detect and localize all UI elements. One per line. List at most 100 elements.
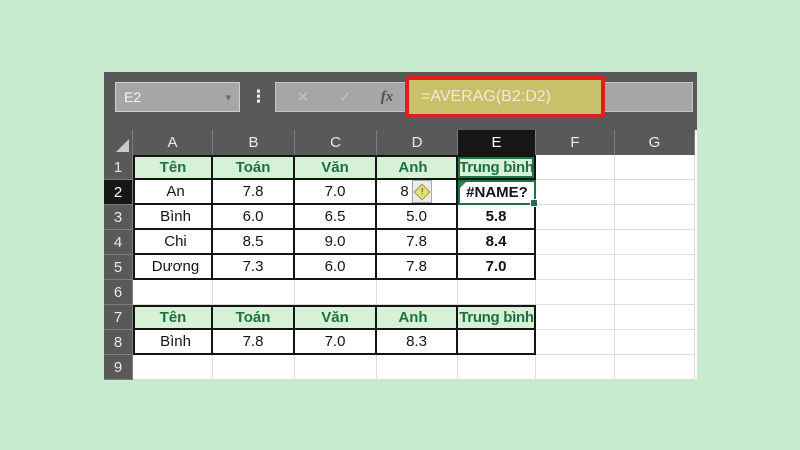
error-indicator-icon [460,182,466,188]
row-header-7[interactable]: 7 [104,305,133,330]
cell-F9[interactable] [536,355,615,380]
cell-C8[interactable]: 7.0 [295,330,377,355]
cell-B8[interactable]: 7.8 [213,330,295,355]
cell-E6[interactable] [458,280,536,305]
cell-F4[interactable] [536,230,615,255]
select-all-triangle-icon [116,139,129,152]
cell-G7[interactable] [615,305,695,330]
cell-B4[interactable]: 8.5 [213,230,295,255]
cell-G3[interactable] [615,205,695,230]
cell-D1[interactable]: Anh [377,155,458,180]
cell-E9[interactable] [458,355,536,380]
insert-function-icon[interactable]: fx [380,88,394,105]
cell-D6[interactable] [377,280,458,305]
cell-A3[interactable]: Bình [133,205,213,230]
cell-C5[interactable]: 6.0 [295,255,377,280]
cell-G9[interactable] [615,355,695,380]
cell-D5[interactable]: 7.8 [377,255,458,280]
cell-C6[interactable] [295,280,377,305]
error-options-button[interactable]: ! [411,180,432,203]
cell-C4[interactable]: 9.0 [295,230,377,255]
cell-G5[interactable] [615,255,695,280]
cell-F1[interactable] [536,155,615,180]
cell-B9[interactable] [213,355,295,380]
column-header-F[interactable]: F [536,130,615,155]
row-header-4[interactable]: 4 [104,230,133,255]
cell-G8[interactable] [615,330,695,355]
cell-A6[interactable] [133,280,213,305]
formula-bar-row: E2 ▾ ⋮ ✕ ✓ fx =AVERAG(B2:D2) [104,72,697,130]
cell-A4[interactable]: Chi [133,230,213,255]
cell-A8[interactable]: Bình [133,330,213,355]
column-header-E[interactable]: E [458,130,536,155]
cancel-icon[interactable]: ✕ [296,89,310,106]
cell-F2[interactable] [536,180,615,205]
cell-A9[interactable] [133,355,213,380]
cell-B7[interactable]: Toán [213,305,295,330]
column-header-A[interactable]: A [133,130,213,155]
cell-E2-selected[interactable]: #NAME? [458,180,538,207]
cell-C3[interactable]: 6.5 [295,205,377,230]
row-header-1[interactable]: 1 [104,155,133,180]
column-header-G[interactable]: G [615,130,695,155]
cell-B5[interactable]: 7.3 [213,255,295,280]
cell-C9[interactable] [295,355,377,380]
cell-A2[interactable]: An [133,180,213,205]
cell-C7[interactable]: Văn [295,305,377,330]
row-header-8[interactable]: 8 [104,330,133,355]
cell-D2[interactable]: 8 ! [377,180,458,205]
cell-D2-value: 8 [400,183,409,200]
cell-F6[interactable] [536,280,615,305]
name-box[interactable]: E2 ▾ [115,82,240,112]
row-header-2[interactable]: 2 [104,180,133,205]
formula-text[interactable]: =AVERAG(B2:D2) [421,88,551,105]
row-header-3[interactable]: 3 [104,205,133,230]
cell-G4[interactable] [615,230,695,255]
cell-A7[interactable]: Tên [133,305,213,330]
cell-D4[interactable]: 7.8 [377,230,458,255]
cell-D3[interactable]: 5.0 [377,205,458,230]
column-header-B[interactable]: B [213,130,295,155]
cell-E3[interactable]: 5.8 [458,205,536,230]
cell-E2-value: #NAME? [466,184,528,201]
cell-F7[interactable] [536,305,615,330]
formula-highlight-box: =AVERAG(B2:D2) [405,76,605,118]
warning-diamond-icon: ! [413,183,431,200]
cell-E4[interactable]: 8.4 [458,230,536,255]
cell-D8[interactable]: 8.3 [377,330,458,355]
enter-icon[interactable]: ✓ [338,89,352,106]
cell-F5[interactable] [536,255,615,280]
cell-B3[interactable]: 6.0 [213,205,295,230]
cell-A1[interactable]: Tên [133,155,213,180]
cell-G2[interactable] [615,180,695,205]
cell-C2[interactable]: 7.0 [295,180,377,205]
select-all-corner[interactable] [104,130,133,155]
cell-B2[interactable]: 7.8 [213,180,295,205]
row-header-6[interactable]: 6 [104,280,133,305]
column-header-D[interactable]: D [377,130,458,155]
cell-B6[interactable] [213,280,295,305]
column-header-C[interactable]: C [295,130,377,155]
cell-E5[interactable]: 7.0 [458,255,536,280]
row-header-9[interactable]: 9 [104,355,133,380]
cell-B1[interactable]: Toán [213,155,295,180]
sheet-grid: A B C D E F G 1 Tên Toán Văn Anh Trung b… [104,130,697,380]
fill-handle[interactable] [530,199,538,207]
cell-F3[interactable] [536,205,615,230]
cell-G6[interactable] [615,280,695,305]
cell-G1[interactable] [615,155,695,180]
cell-E7[interactable]: Trung bình [458,305,536,330]
cell-C1[interactable]: Văn [295,155,377,180]
cell-A5[interactable]: Dương [133,255,213,280]
cell-E1[interactable]: Trung bình [458,155,536,180]
spreadsheet-window: E2 ▾ ⋮ ✕ ✓ fx =AVERAG(B2:D2) A B C D E F… [104,72,697,380]
row-header-5[interactable]: 5 [104,255,133,280]
chevron-down-icon[interactable]: ▾ [225,91,231,104]
cell-D7[interactable]: Anh [377,305,458,330]
more-options-icon: ⋮ [250,87,267,106]
name-box-value: E2 [124,89,142,105]
cell-D9[interactable] [377,355,458,380]
cell-F8[interactable] [536,330,615,355]
cell-E8[interactable] [458,330,536,355]
